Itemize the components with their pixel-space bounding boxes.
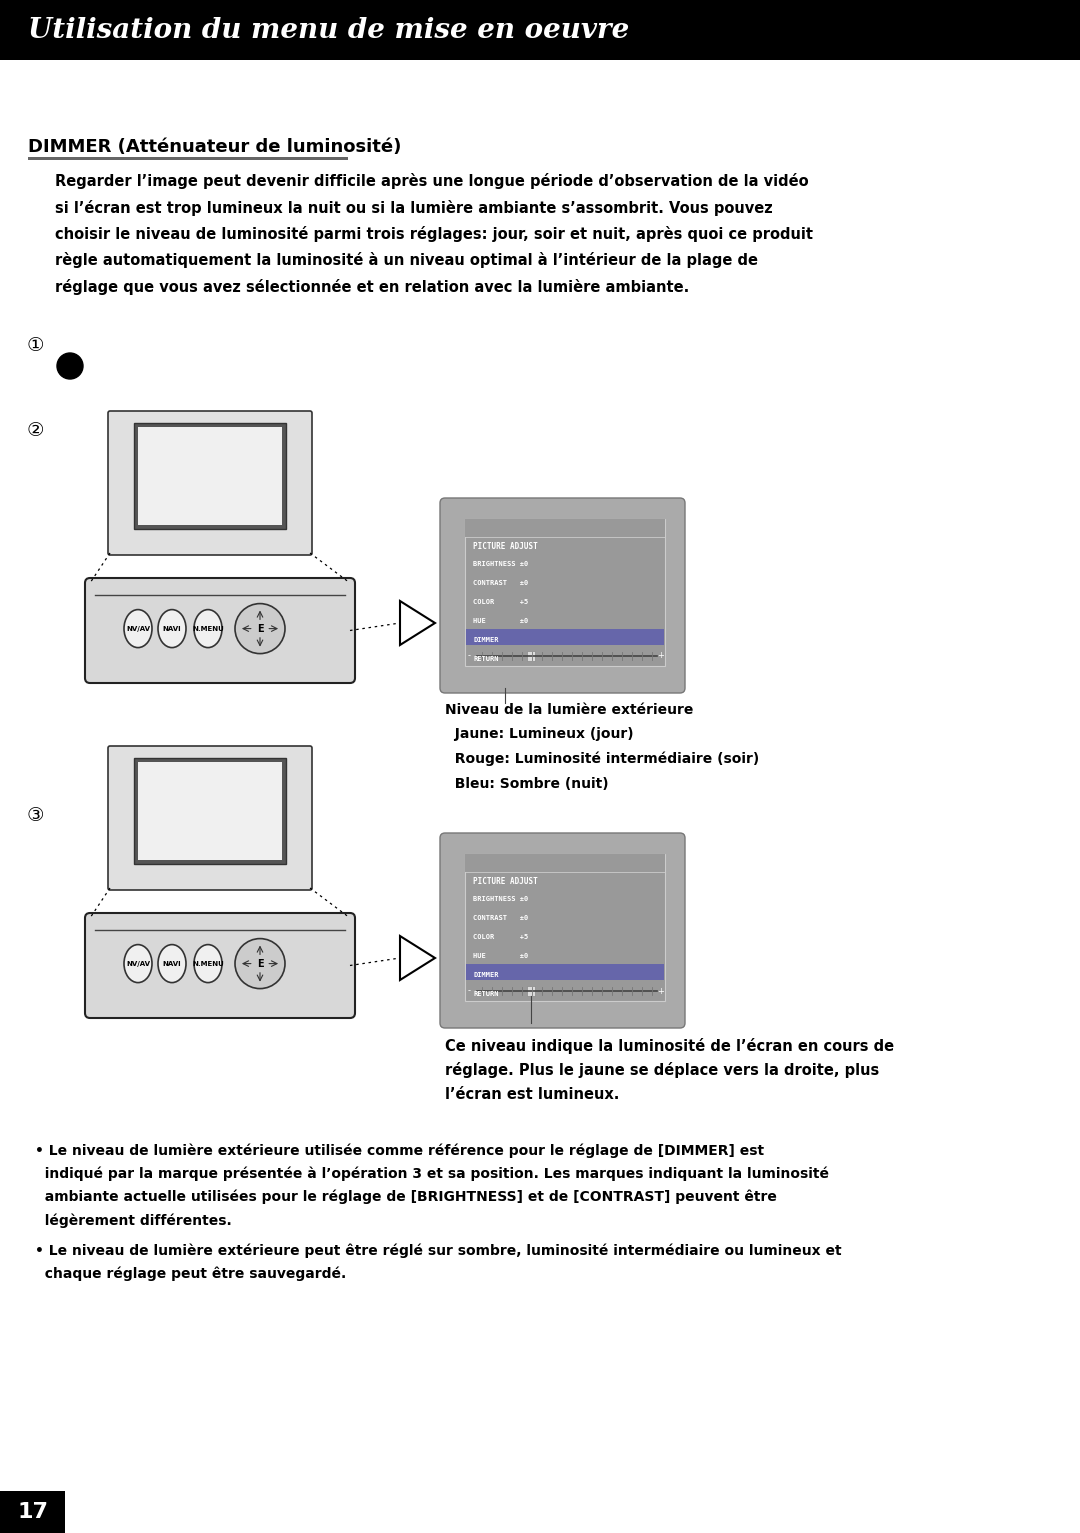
Circle shape [235, 938, 285, 989]
FancyBboxPatch shape [465, 520, 665, 537]
Text: ②: ② [26, 422, 44, 440]
Text: NAVI: NAVI [163, 961, 181, 967]
Ellipse shape [124, 944, 152, 983]
Text: N.MENU: N.MENU [192, 625, 224, 632]
Text: HUE        ±0: HUE ±0 [473, 954, 528, 958]
Text: réglage que vous avez sélectionnée et en relation avec la lumière ambiante.: réglage que vous avez sélectionnée et en… [55, 279, 689, 294]
FancyBboxPatch shape [465, 964, 664, 981]
Text: COLOR      +5: COLOR +5 [473, 599, 528, 606]
Text: ③: ③ [26, 806, 44, 825]
FancyBboxPatch shape [85, 914, 355, 1018]
FancyBboxPatch shape [440, 498, 685, 693]
Text: Niveau de la lumière extérieure: Niveau de la lumière extérieure [445, 704, 693, 717]
Text: COLOR      +5: COLOR +5 [473, 934, 528, 940]
Ellipse shape [194, 610, 222, 647]
FancyBboxPatch shape [440, 832, 685, 1029]
FancyBboxPatch shape [465, 629, 664, 645]
Text: Bleu: Sombre (nuit): Bleu: Sombre (nuit) [445, 777, 609, 791]
Text: Utilisation du menu de mise en oeuvre: Utilisation du menu de mise en oeuvre [28, 17, 630, 43]
Text: +: + [658, 652, 664, 661]
Text: ①: ① [26, 336, 44, 356]
Text: BRIGHTNESS ±0: BRIGHTNESS ±0 [473, 561, 528, 567]
Text: choisir le niveau de luminosité parmi trois réglages: jour, soir et nuit, après : choisir le niveau de luminosité parmi tr… [55, 225, 813, 242]
Text: si l’écran est trop lumineux la nuit ou si la lumière ambiante s’assombrit. Vous: si l’écran est trop lumineux la nuit ou … [55, 199, 773, 216]
FancyBboxPatch shape [85, 578, 355, 684]
FancyBboxPatch shape [134, 757, 286, 865]
Text: l’écran est lumineux.: l’écran est lumineux. [445, 1087, 619, 1102]
Text: légèrement différentes.: légèrement différentes. [35, 1214, 232, 1228]
Text: 17: 17 [17, 1502, 48, 1522]
Text: CONTRAST   ±0: CONTRAST ±0 [473, 915, 528, 921]
FancyBboxPatch shape [0, 0, 1080, 60]
Text: NV/AV: NV/AV [126, 625, 150, 632]
Text: HUE        ±0: HUE ±0 [473, 618, 528, 624]
FancyBboxPatch shape [465, 854, 665, 872]
Ellipse shape [158, 610, 186, 647]
Text: Ce niveau indique la luminosité de l’écran en cours de: Ce niveau indique la luminosité de l’écr… [445, 1038, 894, 1055]
Text: Jaune: Lumineux (jour): Jaune: Lumineux (jour) [445, 728, 634, 742]
Text: réglage. Plus le jaune se déplace vers la droite, plus: réglage. Plus le jaune se déplace vers l… [445, 1062, 879, 1079]
Text: DIMMER: DIMMER [473, 972, 499, 978]
Text: NAVI: NAVI [163, 625, 181, 632]
FancyBboxPatch shape [527, 652, 535, 661]
FancyBboxPatch shape [108, 411, 312, 555]
Circle shape [57, 353, 83, 379]
Text: E: E [257, 958, 264, 969]
Text: NV/AV: NV/AV [126, 961, 150, 967]
Text: -: - [468, 987, 471, 995]
FancyBboxPatch shape [465, 520, 665, 665]
FancyBboxPatch shape [527, 986, 535, 996]
Text: RETURN: RETURN [473, 990, 499, 996]
Text: • Le niveau de lumière extérieure peut être réglé sur sombre, luminosité intermé: • Le niveau de lumière extérieure peut ê… [35, 1243, 841, 1257]
FancyBboxPatch shape [134, 423, 286, 529]
Ellipse shape [124, 610, 152, 647]
FancyBboxPatch shape [28, 156, 348, 159]
Text: indiqué par la marque présentée à l’opération 3 et sa position. Les marques indi: indiqué par la marque présentée à l’opér… [35, 1167, 829, 1180]
Text: règle automatiquement la luminosité à un niveau optimal à l’intérieur de la plag: règle automatiquement la luminosité à un… [55, 253, 758, 268]
Text: Regarder l’image peut devenir difficile après une longue période d’observation d: Regarder l’image peut devenir difficile … [55, 173, 809, 189]
FancyBboxPatch shape [465, 854, 665, 1001]
Text: BRIGHTNESS ±0: BRIGHTNESS ±0 [473, 895, 528, 901]
FancyBboxPatch shape [0, 1492, 65, 1533]
Text: chaque réglage peut être sauvegardé.: chaque réglage peut être sauvegardé. [35, 1266, 347, 1282]
Ellipse shape [194, 944, 222, 983]
Text: ambiante actuelle utilisées pour le réglage de [BRIGHTNESS] et de [CONTRAST] peu: ambiante actuelle utilisées pour le régl… [35, 1190, 777, 1205]
Text: • Le niveau de lumière extérieure utilisée comme référence pour le réglage de [D: • Le niveau de lumière extérieure utilis… [35, 1144, 765, 1157]
Ellipse shape [158, 944, 186, 983]
Text: Rouge: Luminosité intermédiaire (soir): Rouge: Luminosité intermédiaire (soir) [445, 753, 759, 766]
Text: +: + [658, 987, 664, 995]
Text: DIMMER: DIMMER [473, 636, 499, 642]
Text: PICTURE ADJUST: PICTURE ADJUST [473, 877, 538, 886]
FancyBboxPatch shape [138, 428, 282, 524]
Text: -: - [468, 652, 471, 661]
Text: PICTURE ADJUST: PICTURE ADJUST [473, 541, 538, 550]
Circle shape [235, 604, 285, 653]
Text: CONTRAST   ±0: CONTRAST ±0 [473, 579, 528, 586]
Text: DIMMER (Atténuateur de luminosité): DIMMER (Atténuateur de luminosité) [28, 138, 402, 156]
Text: E: E [257, 624, 264, 633]
FancyBboxPatch shape [108, 747, 312, 891]
Text: N.MENU: N.MENU [192, 961, 224, 967]
FancyBboxPatch shape [138, 762, 282, 860]
Text: RETURN: RETURN [473, 656, 499, 662]
